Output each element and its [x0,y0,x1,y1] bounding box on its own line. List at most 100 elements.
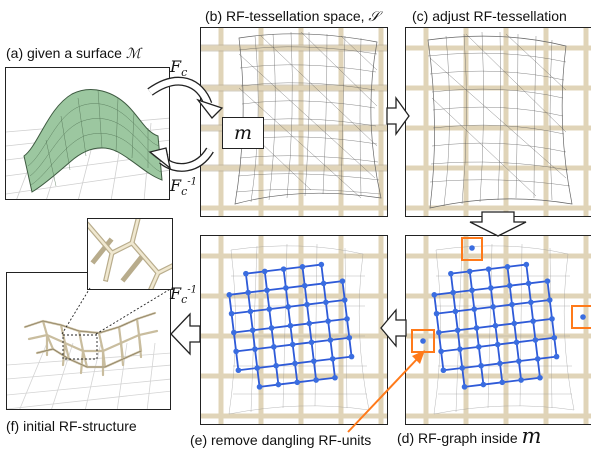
graph-node [420,338,426,344]
inverse-map-label-top: Fc-1 [170,176,197,198]
graph-edge [532,321,537,341]
graph-node [436,329,442,336]
inverse-map-superscript-2: -1 [187,284,198,296]
graph-edge [494,325,499,345]
graph-edge [529,302,535,322]
graph-edge [509,282,529,287]
graph-node [509,301,515,308]
graph-edge [325,299,345,304]
graph-edge [297,379,317,384]
graph-node [268,325,275,331]
graph-node [440,367,447,374]
graph-edge [306,301,326,306]
graph-edge [508,285,513,305]
graph-edge [332,355,352,360]
graph-node [478,362,484,369]
graph-edge [497,341,517,346]
graph-edge [341,281,346,301]
graph-edge [270,327,275,347]
graph-node [271,344,277,350]
graph-node [294,379,301,386]
graph-edge [313,357,333,363]
graph-node [254,365,261,371]
graph-node [266,306,273,312]
graph-node [497,360,503,367]
graph-edge [284,287,290,307]
graph-edge [441,348,461,353]
graph-edge [449,273,455,293]
rf-structure-illustration [7,311,170,409]
graph-edge [468,271,473,291]
graph-edge [487,269,492,289]
graph-edge [283,265,303,271]
graph-edge [517,361,523,381]
graph-edge [316,376,336,381]
graph-edge [546,281,551,301]
graph-node [534,356,541,362]
graph-edge [536,358,541,378]
graph-edge [285,284,305,289]
graph-edge [236,348,256,353]
graph-node [348,353,355,360]
graph-edge [323,280,343,285]
graph-edge [493,303,513,308]
graph-node [494,341,501,348]
cleaned-rf-graph-illustration [201,236,387,424]
caption-e: (e) remove dangling RF-units [190,432,371,448]
inset-zoom-illustration [88,219,172,289]
graph-edge [259,383,279,388]
graph-node [341,297,348,303]
graph-edge [506,266,511,286]
graph-node [459,365,466,371]
graph-edge [480,365,485,385]
graph-edge [287,306,292,326]
graph-edge [292,341,312,346]
graph-edge [489,287,495,307]
graph-edge [303,285,308,305]
caption-c: (c) adjust RF-tessellation [412,8,567,24]
caption-b-text: (b) RF-tessellation space, [205,8,365,24]
graph-edge [252,327,272,332]
graph-node [264,287,270,294]
caption-d-text: (d) RF-graph inside [397,430,518,446]
caption-f-text: (f) initial RF-structure [6,418,137,434]
graph-edge [294,363,299,383]
graph-edge [453,289,473,294]
graph-edge [254,345,274,351]
graph-node [325,318,331,324]
graph-node [228,310,235,317]
graph-edge [515,342,520,362]
graph-node [280,266,287,272]
graph-node [466,268,473,275]
graph-edge [291,344,296,364]
graph-edge [235,351,240,371]
graph-edge [457,327,477,332]
rf-graph-illustration [406,236,591,424]
graph-edge [528,280,548,285]
graph-edge [294,360,314,365]
graph-edge [322,283,327,303]
graph-node [530,318,536,324]
graph-node [511,320,518,327]
graph-edge [499,360,519,365]
caption-a-symbol: ℳ [125,46,141,62]
graph-edge [475,327,480,347]
graph-edge [302,263,322,268]
graph-edge [507,263,527,268]
graph-node [448,270,454,277]
graph-edge [331,358,336,378]
graph-node [226,292,233,298]
graph-node [301,282,308,289]
rf-graph-d [420,245,586,390]
forward-map-letter: F [170,57,182,76]
caption-d-symbol: m [521,424,542,448]
graph-node [311,358,317,364]
caption-a-text: (a) given a surface [6,45,122,61]
graph-node [245,289,251,296]
graph-node [471,306,478,312]
graph-edge [437,332,443,352]
graph-edge [249,311,254,331]
caption-f: (f) initial RF-structure [6,418,137,434]
graph-node [346,334,353,341]
graph-edge [272,346,278,366]
